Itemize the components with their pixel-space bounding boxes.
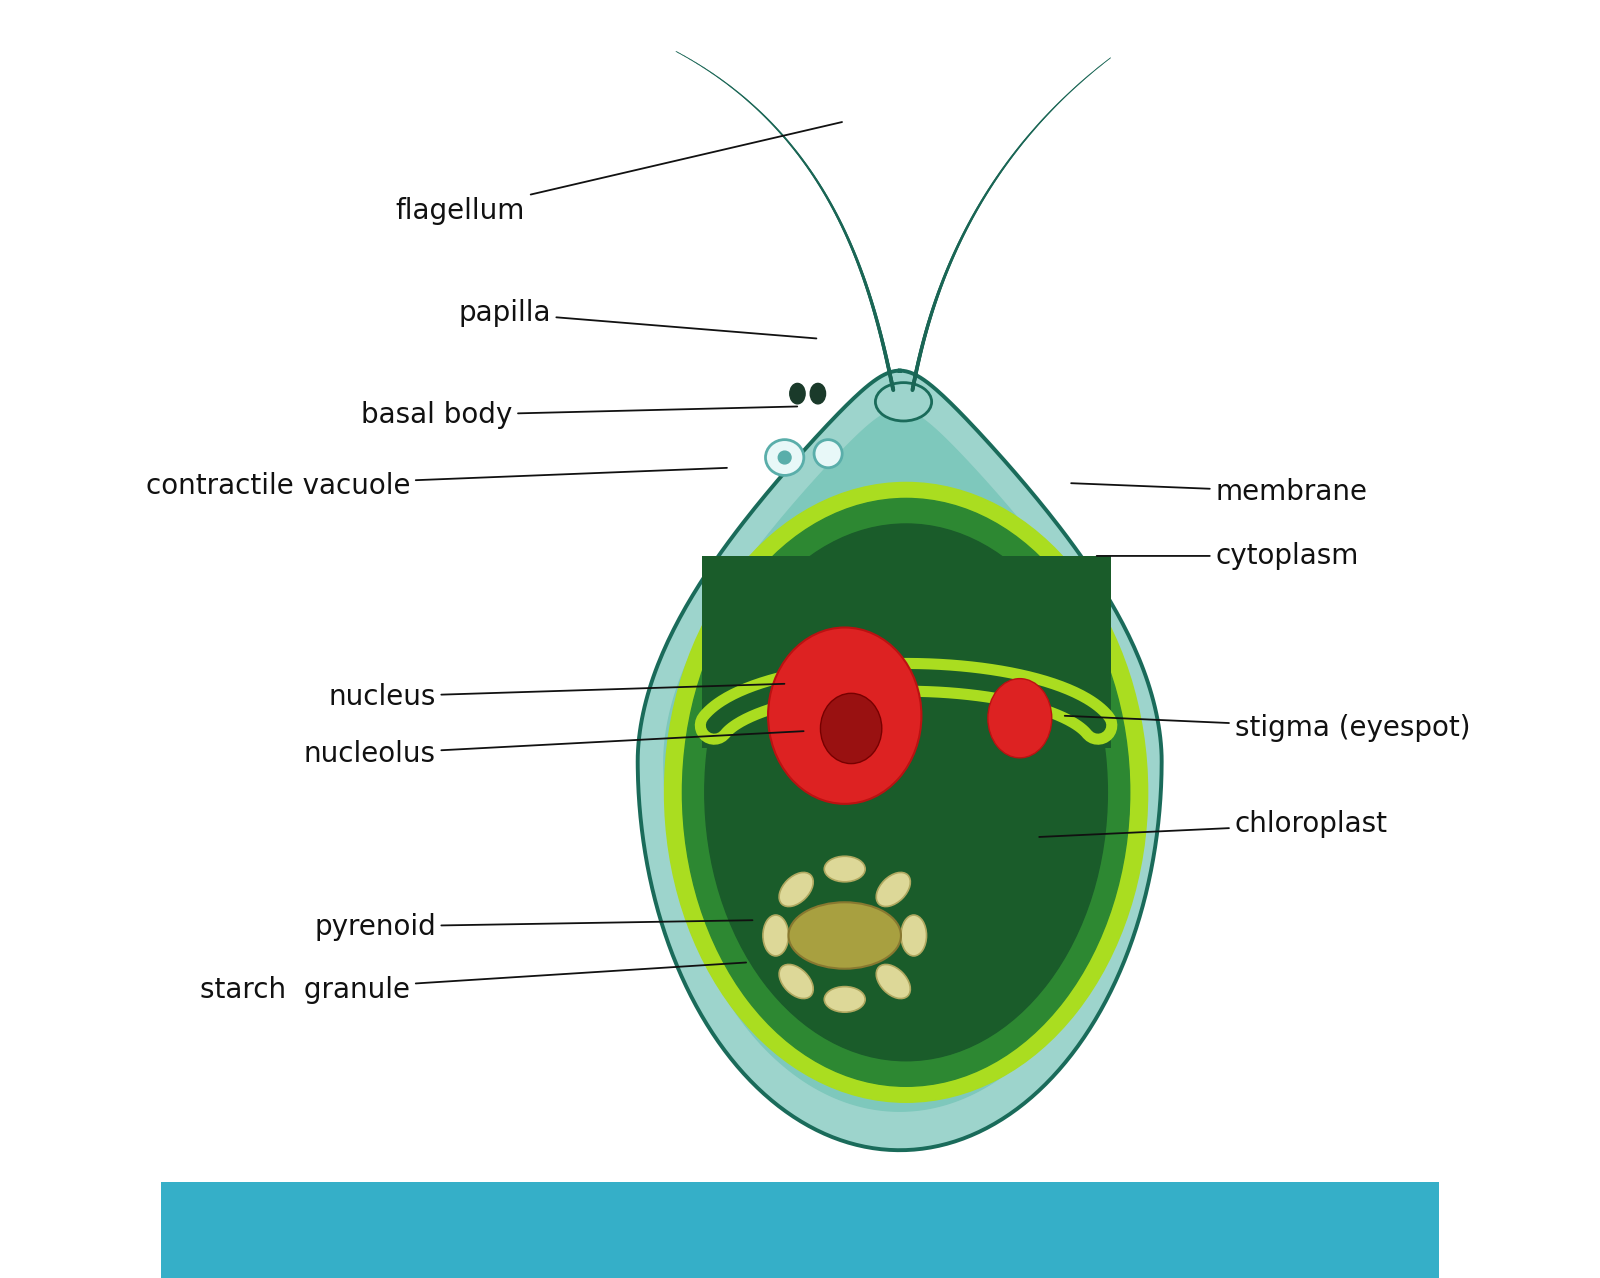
- Polygon shape: [638, 371, 1162, 1150]
- Bar: [162, 1182, 1438, 1278]
- Ellipse shape: [987, 679, 1051, 758]
- Text: membrane: membrane: [1070, 478, 1368, 506]
- Text: cytoplasm: cytoplasm: [1096, 542, 1358, 570]
- Ellipse shape: [789, 902, 901, 969]
- Polygon shape: [779, 658, 1034, 718]
- Text: chloroplast: chloroplast: [1040, 810, 1387, 838]
- Text: stigma (eyespot): stigma (eyespot): [1064, 714, 1470, 743]
- Polygon shape: [730, 649, 1083, 713]
- Ellipse shape: [824, 856, 866, 882]
- Text: contractile vacuole: contractile vacuole: [146, 468, 726, 500]
- Text: flagellum: flagellum: [395, 121, 842, 225]
- Polygon shape: [664, 410, 1136, 1111]
- Ellipse shape: [704, 524, 1107, 1061]
- Ellipse shape: [765, 440, 803, 475]
- Ellipse shape: [763, 915, 789, 956]
- Ellipse shape: [778, 451, 790, 464]
- Text: pyrenoid: pyrenoid: [314, 912, 752, 941]
- Text: starch  granule: starch granule: [200, 962, 746, 1005]
- Ellipse shape: [877, 965, 910, 998]
- Ellipse shape: [779, 873, 813, 906]
- Text: basal body: basal body: [362, 401, 797, 429]
- Ellipse shape: [790, 383, 805, 404]
- Ellipse shape: [875, 382, 931, 420]
- Text: nucleolus: nucleolus: [304, 731, 803, 768]
- Ellipse shape: [779, 965, 813, 998]
- Bar: [701, 556, 1110, 748]
- Ellipse shape: [821, 694, 882, 764]
- Text: papilla: papilla: [458, 299, 816, 339]
- Ellipse shape: [683, 498, 1130, 1086]
- Ellipse shape: [824, 987, 866, 1012]
- Ellipse shape: [877, 873, 910, 906]
- Text: nucleus: nucleus: [328, 682, 784, 711]
- Ellipse shape: [814, 440, 842, 468]
- Ellipse shape: [768, 627, 922, 804]
- Ellipse shape: [664, 483, 1147, 1102]
- Ellipse shape: [810, 383, 826, 404]
- Ellipse shape: [816, 723, 995, 785]
- Ellipse shape: [901, 915, 926, 956]
